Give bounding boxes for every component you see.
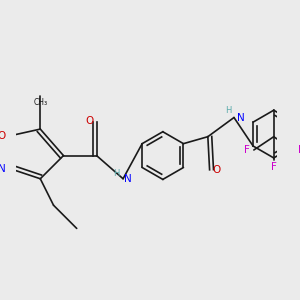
- Text: F: F: [271, 162, 277, 172]
- Text: O: O: [0, 131, 6, 141]
- Text: H: H: [113, 169, 119, 178]
- Text: F: F: [298, 145, 300, 155]
- Text: O: O: [85, 116, 94, 126]
- Text: F: F: [244, 145, 250, 155]
- Text: CH₃: CH₃: [33, 98, 47, 107]
- Text: N: N: [237, 112, 245, 122]
- Text: O: O: [212, 165, 221, 175]
- Text: N: N: [124, 174, 132, 184]
- Text: N: N: [0, 164, 6, 174]
- Text: H: H: [226, 106, 232, 115]
